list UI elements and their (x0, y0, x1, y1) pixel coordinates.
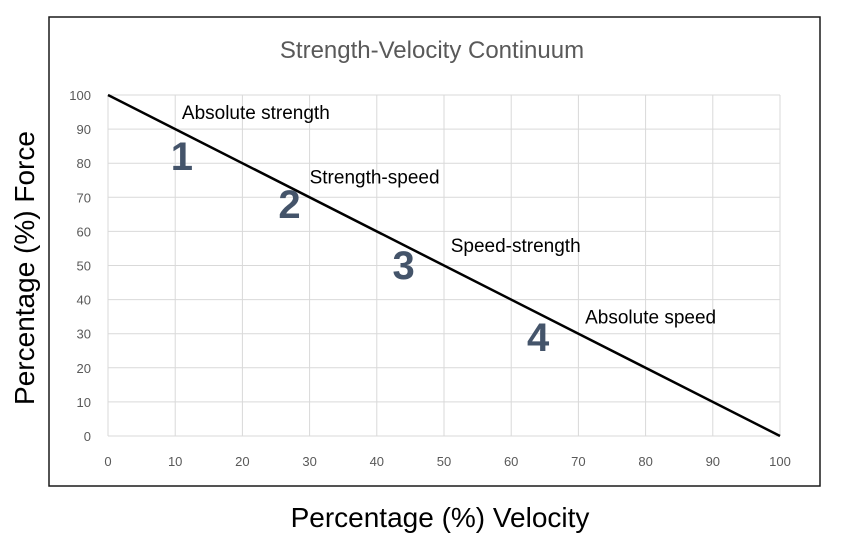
x-tick-label: 10 (168, 454, 182, 469)
y-tick-label: 100 (69, 88, 91, 103)
chart-frame (48, 16, 821, 487)
annotation-label: Absolute speed (585, 307, 716, 328)
annotation-label: Absolute strength (182, 103, 330, 124)
zone-numbers: 1 2 3 4 (171, 135, 550, 360)
y-tick-label: 60 (77, 224, 91, 239)
y-tick-label: 30 (77, 327, 91, 342)
y-axis-title: Percentage (%) Force (9, 131, 40, 405)
series-line (107, 93, 781, 438)
x-tick-label: 100 (769, 454, 791, 469)
zone-number: 3 (393, 244, 415, 288)
y-tick-label: 0 (84, 429, 91, 444)
y-tick-label: 10 (77, 395, 91, 410)
y-tick-label: 40 (77, 293, 91, 308)
annotation-label: Strength-speed (310, 168, 440, 189)
x-tick-label: 0 (104, 454, 111, 469)
x-tick-label: 70 (571, 454, 585, 469)
x-axis-title: Percentage (%) Velocity (291, 502, 590, 533)
y-tick-label: 90 (77, 122, 91, 137)
zone-number: 4 (527, 316, 550, 360)
annotations: Absolute strength Strength-speed Speed-str… (182, 103, 716, 329)
zone-number: 1 (171, 135, 193, 179)
x-tick-label: 90 (706, 454, 720, 469)
x-tick-label: 60 (504, 454, 518, 469)
y-tick-label: 20 (77, 361, 91, 376)
x-tick-label: 20 (235, 454, 249, 469)
chart-title: Strength-Velocity Continuum (280, 37, 584, 64)
y-tick-labels: 0 10 20 30 40 50 60 70 80 90 100 (69, 88, 91, 444)
y-tick-label: 80 (77, 156, 91, 171)
y-tick-label: 50 (77, 259, 91, 274)
x-tick-label: 50 (437, 454, 451, 469)
x-tick-labels: 0 10 20 30 40 50 60 70 80 90 100 (104, 454, 790, 469)
y-tick-label: 70 (77, 190, 91, 205)
x-tick-label: 40 (370, 454, 384, 469)
zone-number: 2 (278, 183, 300, 227)
series-lines (107, 93, 781, 438)
annotation-label: Speed-strength (451, 236, 581, 257)
x-tick-label: 80 (638, 454, 652, 469)
x-tick-label: 30 (302, 454, 316, 469)
